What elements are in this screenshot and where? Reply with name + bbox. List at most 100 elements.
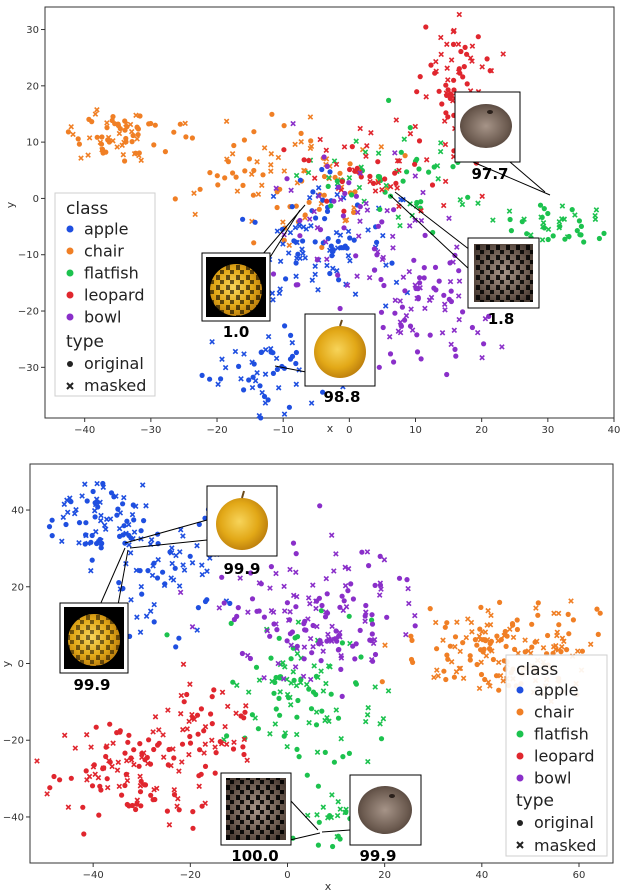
point-apple-original [195, 605, 201, 611]
point-apple-masked [393, 279, 400, 286]
point-bowl-masked [261, 675, 267, 681]
point-chair-original [75, 136, 81, 142]
point-flatfish-masked [457, 197, 464, 203]
point-leopard-original [89, 783, 96, 789]
legend: class apple chair flatfish leopard bowl type… [505, 654, 608, 857]
point-apple-masked [289, 339, 296, 346]
point-chair-original [477, 626, 483, 632]
point-leopard-masked [86, 773, 93, 780]
point-chair-masked [476, 633, 483, 640]
point-leopard-masked [479, 64, 485, 70]
point-leopard-masked [160, 754, 167, 760]
point-leopard-original [68, 775, 74, 781]
point-apple-masked [170, 577, 177, 583]
point-bowl-original [350, 596, 356, 602]
point-bowl-masked [441, 301, 448, 308]
point-flatfish-original [294, 634, 301, 640]
point-apple-original [270, 350, 276, 356]
point-chair-original [496, 687, 502, 693]
point-leopard-masked [219, 689, 226, 696]
point-bowl-original [374, 252, 380, 258]
point-bowl-masked [342, 564, 348, 571]
point-apple-original [167, 549, 173, 555]
point-bowl-masked [408, 306, 414, 312]
point-chair-masked [434, 667, 440, 673]
point-leopard-original [187, 733, 193, 740]
point-flatfish-masked [459, 201, 466, 208]
point-apple-original [202, 515, 208, 521]
point-apple-masked [337, 232, 344, 238]
point-chair-masked [484, 636, 491, 643]
point-bowl-masked [456, 278, 463, 284]
point-bowl-original [339, 593, 345, 599]
point-bowl-original [396, 575, 403, 581]
point-apple-original [207, 376, 213, 382]
point-bowl-masked [316, 193, 322, 199]
point-flatfish-masked [277, 689, 283, 695]
point-leopard-original [456, 66, 462, 72]
point-leopard-original [487, 68, 493, 74]
point-flatfish-masked [288, 680, 294, 686]
point-leopard-original [47, 785, 53, 791]
point-apple-original [88, 539, 94, 545]
point-apple-original [330, 247, 336, 253]
point-chair-masked [465, 616, 471, 622]
point-apple-masked [93, 528, 99, 535]
point-chair-masked [275, 154, 282, 161]
point-bowl-masked [392, 297, 399, 304]
point-bowl-original [353, 253, 359, 259]
point-flatfish-original [272, 679, 278, 686]
point-chair-original [535, 612, 541, 618]
point-leopard-masked [469, 43, 476, 49]
point-chair-masked [302, 168, 308, 174]
point-apple-masked [309, 277, 316, 283]
legend-title-type: type [66, 332, 104, 352]
point-chair-masked [432, 619, 439, 626]
x-tick-label: −20 [180, 870, 201, 881]
point-apple-masked [400, 196, 406, 203]
x-tick-label: −40 [83, 870, 104, 881]
point-chair-masked [497, 672, 504, 679]
point-apple-masked [277, 258, 284, 265]
annotation-apple-masked: 1.0 [201, 204, 306, 341]
point-leopard-original [51, 773, 57, 780]
point-chair-original [441, 668, 447, 674]
point-chair-masked [469, 629, 475, 635]
point-apple-masked [329, 251, 336, 257]
point-leopard-masked [387, 183, 394, 190]
point-bowl-masked [293, 593, 300, 600]
point-flatfish-original [295, 697, 301, 704]
point-apple-original [297, 177, 303, 183]
point-apple-masked [334, 191, 340, 198]
annotation-flatfish-original: 99.9 [321, 774, 422, 865]
point-bowl-original [350, 643, 356, 649]
legend-type-masked: masked [534, 836, 596, 855]
y-tick-label: 10 [26, 138, 39, 149]
point-apple-original [176, 635, 182, 641]
point-apple-masked [139, 482, 146, 488]
point-chair-original [556, 622, 562, 628]
point-apple-masked [324, 262, 330, 269]
point-flatfish-original [327, 813, 333, 819]
point-bowl-masked [306, 216, 313, 222]
point-apple-original [131, 517, 137, 523]
point-apple-masked [285, 250, 292, 256]
point-leopard-masked [171, 787, 178, 793]
point-bowl-masked [216, 605, 223, 611]
point-leopard-original [464, 51, 470, 57]
point-bowl-original [336, 646, 342, 653]
point-leopard-original [117, 729, 123, 735]
point-leopard-original [187, 740, 194, 746]
point-leopard-original [428, 62, 434, 68]
point-leopard-original [230, 746, 237, 752]
point-leopard-original [179, 741, 186, 747]
point-chair-masked [555, 610, 562, 617]
point-chair-original [445, 656, 451, 662]
point-bowl-original [359, 549, 365, 555]
point-apple-original [196, 521, 202, 528]
point-bowl-masked [307, 676, 314, 683]
point-apple-masked [102, 526, 109, 532]
point-chair-original [298, 130, 304, 136]
point-flatfish-masked [539, 237, 546, 243]
point-leopard-original [447, 91, 454, 97]
